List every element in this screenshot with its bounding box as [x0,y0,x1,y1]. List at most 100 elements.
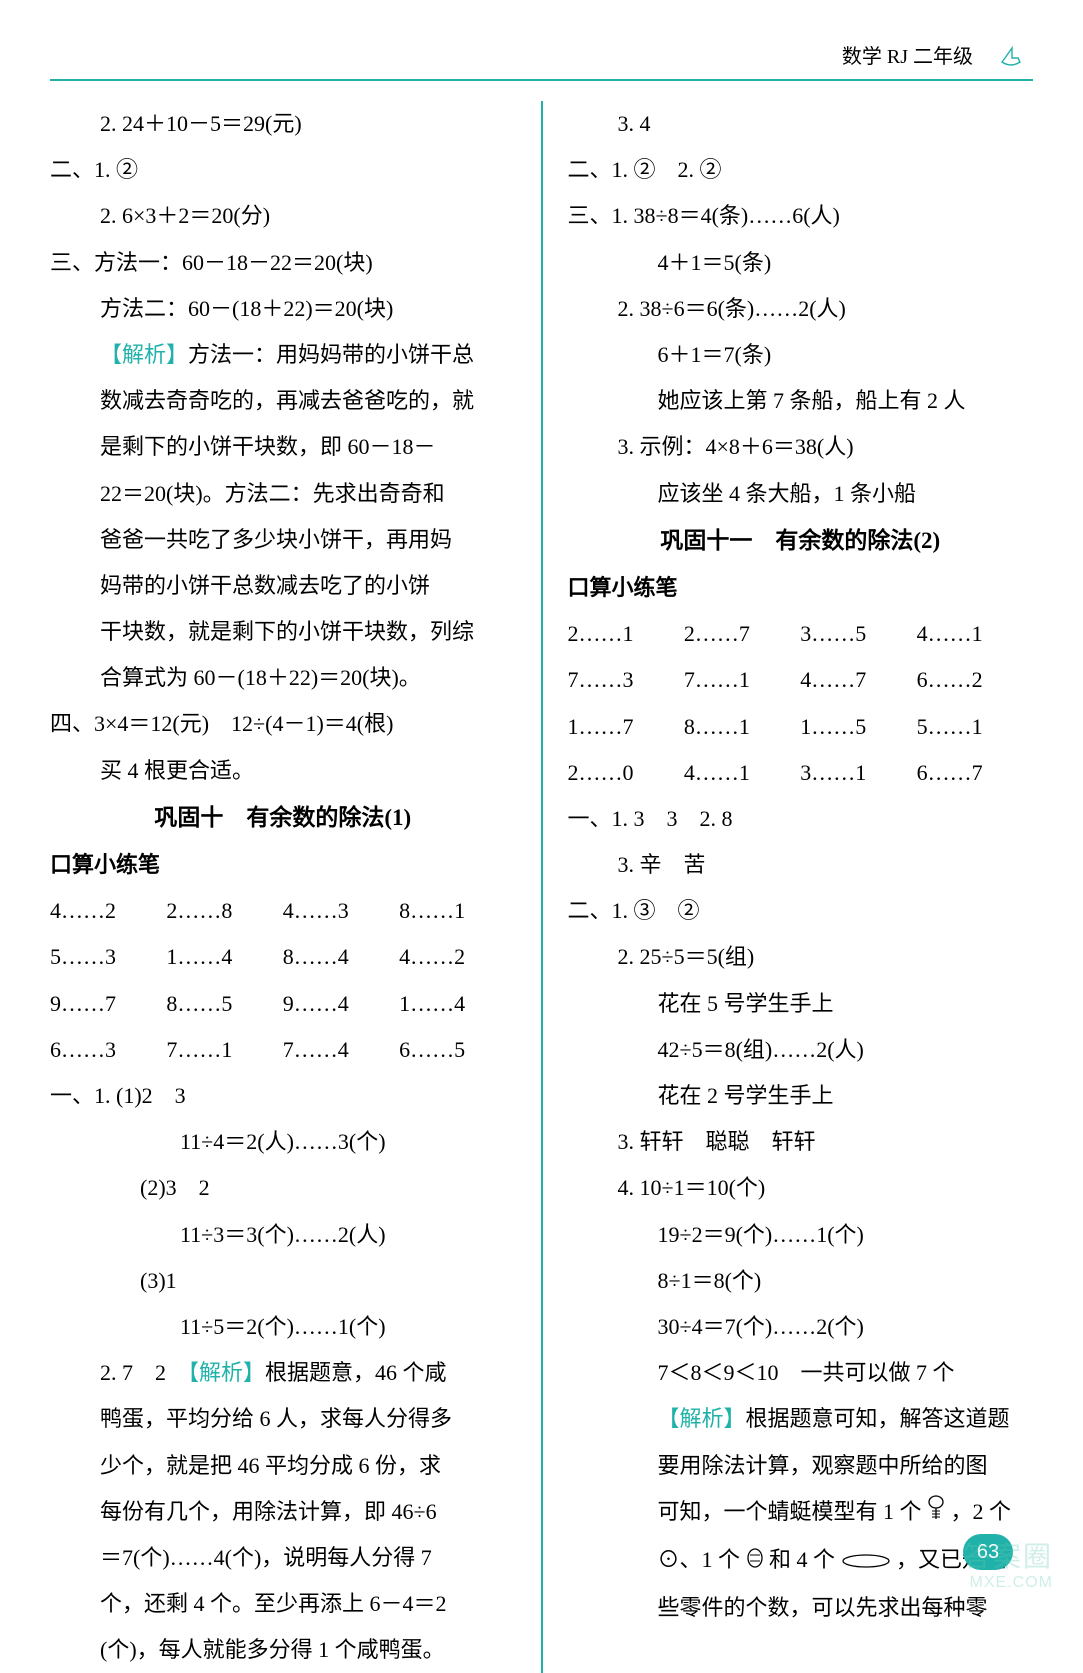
grid-cell: 5……3 [50,934,166,980]
text-line: (2)3 2 [50,1165,516,1211]
text-line: 一、1. (1)2 3 [50,1073,516,1119]
text-line: 【解析】方法一：用妈妈带的小饼干总 [50,332,516,378]
analysis-label: 【解析】 [658,1406,746,1431]
grid-cell: 4……2 [50,888,166,934]
grid-row: 2……0 4……1 3……1 6……7 [568,750,1034,796]
sub-title: 口算小练笔 [568,565,1034,611]
grid-cell: 4……1 [684,750,800,796]
text-line: ＝7(个)……4(个)，说明每人分得 7 [50,1535,516,1581]
text-line: 可知，一个蜻蜓模型有 1 个 ，2 个 [568,1489,1034,1537]
text-line: (3)1 [50,1258,516,1304]
text-line: 6＋1＝7(条) [568,332,1034,378]
grid-cell: 7……1 [166,1027,282,1073]
text-line: 11÷5＝2(个)……1(个) [50,1304,516,1350]
text-line: 方法二：60－(18＋22)＝20(块) [50,286,516,332]
grid-cell: 4……7 [800,657,916,703]
text-line: 二、1. ③ ② [568,888,1034,934]
section-title: 巩固十一 有余数的除法(2) [568,517,1034,565]
text-line: (个)，每人就能多分得 1 个咸鸭蛋。 [50,1627,516,1673]
text-line: 四、3×4＝12(元) 12÷(4－1)＝4(根) [50,701,516,747]
text-line: 干块数，就是剩下的小饼干块数，列综 [50,609,516,655]
grid-cell: 1……4 [399,981,515,1027]
grid-row: 2……1 2……7 3……5 4……1 [568,611,1034,657]
text-span: 和 4 个 [769,1547,835,1572]
text-line: 42÷5＝8(组)……2(人) [568,1027,1034,1073]
text-line: 她应该上第 7 条船，船上有 2 人 [568,378,1034,424]
grid-cell: 3……1 [800,750,916,796]
text-line: 7＜8＜9＜10 一共可以做 7 个 [568,1350,1034,1396]
text-span: 根据题意可知，解答这道题 [746,1406,1010,1431]
text-line: 少个，就是把 46 平均分成 6 份，求 [50,1443,516,1489]
left-column: 2. 24＋10－5＝29(元) 二、1. ② 2. 6×3＋2＝20(分) 三… [50,101,516,1673]
grid-cell: 7……4 [283,1027,399,1073]
text-line: 8÷1＝8(个) [568,1258,1034,1304]
text-line: 二、1. ② 2. ② [568,147,1034,193]
text-line: 3. 辛 苦 [568,842,1034,888]
watermark-text: 答案圈 [963,1535,1053,1575]
grid-cell: 8……1 [399,888,515,934]
text-line: 妈带的小饼干总数减去吃了的小饼 [50,563,516,609]
text-line: 3. 示例：4×8＋6＝38(人) [568,424,1034,470]
text-line: 一、1. 3 3 2. 8 [568,796,1034,842]
grid-cell: 1……7 [568,704,684,750]
page-header: 数学 RJ 二年级 [50,40,1033,81]
text-line: 花在 5 号学生手上 [568,981,1034,1027]
grid-cell: 8……4 [283,934,399,980]
text-line: 2. 38÷6＝6(条)……2(人) [568,286,1034,332]
text-line: 2. 6×3＋2＝20(分) [50,193,516,239]
grid-cell: 6……7 [917,750,1033,796]
section-title: 巩固十 有余数的除法(1) [50,794,516,842]
content-columns: 2. 24＋10－5＝29(元) 二、1. ② 2. 6×3＋2＝20(分) 三… [50,101,1033,1673]
text-span: 根据题意，46 个咸 [265,1360,447,1385]
analysis-label: 【解析】 [188,1360,265,1385]
text-line: 二、1. ② [50,147,516,193]
text-line: 2. 7 2 【解析】根据题意，46 个咸 [50,1350,516,1396]
text-line: 30÷4＝7(个)……2(个) [568,1304,1034,1350]
column-divider [541,101,543,1673]
text-line: 2. 24＋10－5＝29(元) [50,101,516,147]
text-line: 每份有几个，用除法计算，即 46÷6 [50,1489,516,1535]
text-span: 2. 7 2 [100,1360,188,1385]
sub-title: 口算小练笔 [50,842,516,888]
grid-cell: 2……0 [568,750,684,796]
grid-row: 4……2 2……8 4……3 8……1 [50,888,516,934]
text-span: 方法一：用妈妈带的小饼干总 [188,342,474,367]
analysis-label: 【解析】 [100,342,188,367]
text-span: ⊙、1 个 [658,1547,741,1572]
grid-cell: 4……3 [283,888,399,934]
grid-cell: 1……4 [166,934,282,980]
grid-cell: 9……4 [283,981,399,1027]
grid-cell: 2……8 [166,888,282,934]
grid-row: 6……3 7……1 7……4 6……5 [50,1027,516,1073]
grid-cell: 4……1 [917,611,1033,657]
grid-cell: 5……1 [917,704,1033,750]
text-line: 19÷2＝9(个)……1(个) [568,1212,1034,1258]
text-line: 3. 轩轩 聪聪 轩轩 [568,1119,1034,1165]
grid-row: 7……3 7……1 4……7 6……2 [568,657,1034,703]
text-line: 买 4 根更合适。 [50,748,516,794]
text-line: 要用除法计算，观察题中所给的图 [568,1443,1034,1489]
text-line: 2. 25÷5＝5(组) [568,934,1034,980]
text-span: ，2 个 [951,1499,1012,1524]
text-line: 应该坐 4 条大船，1 条小船 [568,471,1034,517]
grid-cell: 9……7 [50,981,166,1027]
header-text: 数学 RJ 二年级 [842,46,973,68]
text-line: 个，还剩 4 个。至少再添上 6－4＝2 [50,1581,516,1627]
right-column: 3. 4 二、1. ② 2. ② 三、1. 38÷8＝4(条)……6(人) 4＋… [568,101,1034,1673]
text-line: 22＝20(块)。方法二：先求出奇奇和 [50,471,516,517]
text-line: 3. 4 [568,101,1034,147]
grid-cell: 2……1 [568,611,684,657]
wing-shape-icon [841,1539,891,1585]
grid-cell: 7……1 [684,657,800,703]
grid-row: 1……7 8……1 1……5 5……1 [568,704,1034,750]
body-shape-icon [927,1491,945,1537]
grid-cell: 6……5 [399,1027,515,1073]
grid-cell: 7……3 [568,657,684,703]
grid-cell: 2……7 [684,611,800,657]
grid-cell: 4……2 [399,934,515,980]
grid-cell: 6……2 [917,657,1033,703]
text-line: 些零件的个数，可以先求出每种零 [568,1585,1034,1631]
text-line: 合算式为 60－(18＋22)＝20(块)。 [50,655,516,701]
text-line: 三、1. 38÷8＝4(条)……6(人) [568,193,1034,239]
grid-row: 9……7 8……5 9……4 1……4 [50,981,516,1027]
